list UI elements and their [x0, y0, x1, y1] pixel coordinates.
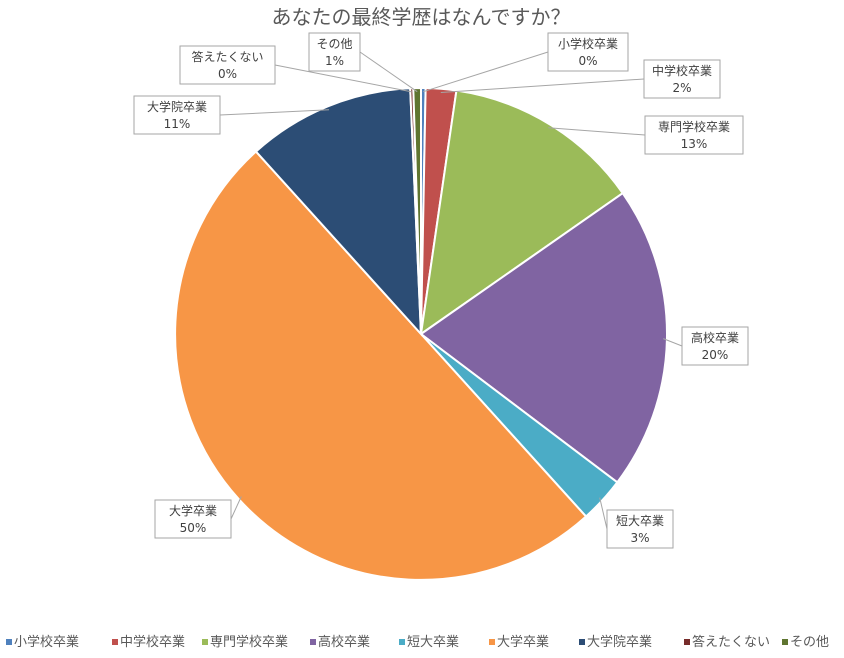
data-label-percent: 13% [681, 137, 708, 151]
data-label-percent: 1% [325, 54, 344, 68]
leader-line [440, 78, 645, 93]
legend-entry: 高校卒業 [318, 634, 370, 650]
leader-line [230, 496, 242, 520]
legend-entry: 小学校卒業 [14, 634, 79, 650]
data-label-percent: 3% [630, 531, 649, 545]
legend-swatch [310, 639, 316, 645]
data-label-box [644, 115, 744, 155]
leader-line [359, 51, 418, 93]
data-label-percent: 0% [578, 54, 597, 68]
data-label-box [643, 59, 721, 99]
legend-entry: その他 [790, 635, 829, 650]
legend-swatch [399, 639, 405, 645]
data-label-box [154, 499, 232, 539]
data-label-box [179, 45, 276, 85]
data-label-category: 大学院卒業 [147, 99, 207, 114]
leader-line [423, 51, 549, 93]
data-label-box [606, 509, 674, 549]
data-label-category: 中学校卒業 [652, 63, 712, 78]
legend-swatch [202, 639, 208, 645]
pie-slice [419, 191, 668, 484]
data-label-percent: 20% [702, 348, 729, 362]
data-label-percent: 11% [164, 117, 191, 131]
data-label-box [133, 95, 221, 135]
data-label-category: 高校卒業 [691, 330, 739, 345]
legend-entry: 中学校卒業 [120, 634, 185, 650]
legend-entry: 答えたくない [692, 634, 770, 650]
legend-swatch [6, 639, 12, 645]
pie-slice [419, 89, 625, 337]
legend-entry: 短大卒業 [407, 634, 459, 650]
pie-slice [173, 150, 588, 582]
legend-swatch [684, 639, 690, 645]
legend-entry: 専門学校卒業 [210, 634, 288, 650]
chart-title: あなたの最終学歴はなんですか？ [272, 5, 571, 29]
data-label-box [681, 326, 749, 366]
leader-line [663, 338, 683, 347]
legend-entry: 大学卒業 [497, 634, 549, 650]
legend-swatch [579, 639, 585, 645]
data-label-category: 専門学校卒業 [658, 119, 730, 134]
legend-swatch [489, 639, 495, 645]
leader-line [219, 109, 330, 116]
data-label-category: 答えたくない [191, 49, 263, 64]
data-label-category: 大学卒業 [169, 503, 217, 518]
data-label-category: 小学校卒業 [558, 36, 618, 51]
legend-swatch [112, 639, 118, 645]
data-label-category: その他 [316, 37, 352, 51]
data-label-percent: 50% [180, 521, 207, 535]
data-label-category: 短大卒業 [616, 514, 664, 528]
pie-slice [412, 86, 422, 335]
leader-line [548, 127, 646, 136]
legend-swatch [782, 639, 788, 645]
data-label-box [547, 32, 629, 72]
legend-entry: 大学院卒業 [587, 634, 652, 650]
data-label-percent: 2% [672, 81, 691, 95]
data-label-box [308, 32, 361, 72]
data-label-percent: 0% [218, 67, 237, 81]
leader-line [599, 497, 608, 530]
leader-line [274, 64, 412, 93]
